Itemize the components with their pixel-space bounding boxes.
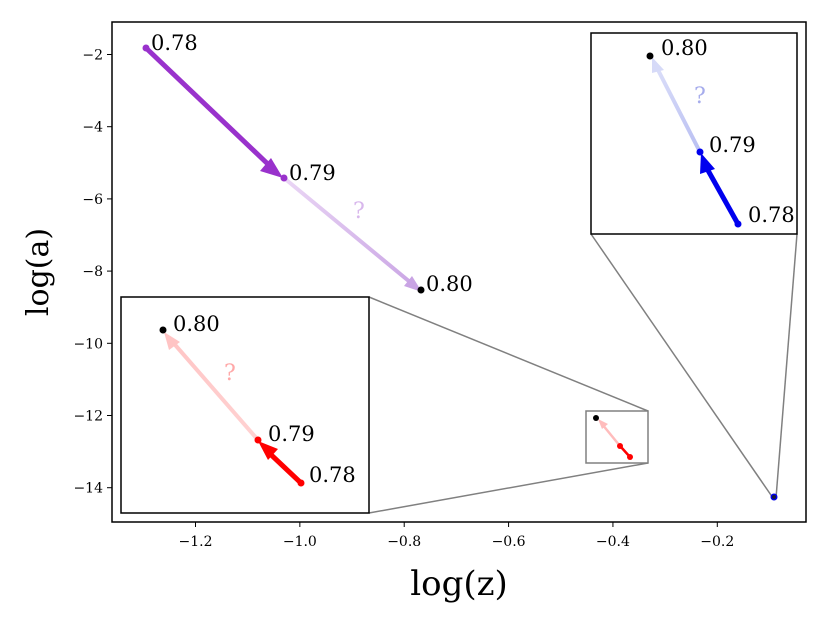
y-tick-label: −4 bbox=[82, 120, 103, 136]
point-label: 0.80 bbox=[661, 36, 708, 60]
series-purple: 0.78 0.79 0.80 ? bbox=[142, 31, 473, 296]
inset-frame bbox=[590, 32, 798, 235]
data-point bbox=[254, 436, 262, 444]
y-tick-label: −12 bbox=[73, 409, 103, 425]
zoom-region-red bbox=[585, 410, 649, 464]
series-red-main bbox=[593, 415, 633, 460]
question-mark: ? bbox=[224, 361, 236, 386]
data-point bbox=[142, 44, 150, 52]
x-tick-label: −0.4 bbox=[596, 534, 630, 550]
point-label: 0.78 bbox=[748, 203, 795, 227]
question-mark: ? bbox=[694, 84, 706, 109]
point-label: 0.79 bbox=[709, 133, 756, 157]
data-point bbox=[593, 415, 599, 421]
y-tick-label: −10 bbox=[73, 336, 103, 352]
arrow-head bbox=[164, 332, 180, 350]
data-point bbox=[617, 443, 623, 449]
x-tick-label: −0.8 bbox=[387, 534, 421, 550]
arrow-head bbox=[652, 57, 664, 73]
x-tick-label: −0.2 bbox=[700, 534, 734, 550]
point-label: 0.79 bbox=[268, 422, 315, 446]
point-label: 0.78 bbox=[151, 31, 198, 55]
x-tick-label: −1.2 bbox=[178, 534, 212, 550]
trajectory-segment-faded bbox=[601, 423, 621, 447]
y-axis-title: log(a) bbox=[21, 228, 56, 316]
inset-blue: 0.78 0.79 0.80 ? bbox=[590, 32, 798, 235]
trajectory-segment-faded bbox=[168, 337, 260, 442]
point-label: 0.80 bbox=[173, 312, 220, 336]
arrow-head bbox=[598, 419, 608, 429]
data-point bbox=[297, 479, 305, 487]
trajectory-segment-faded bbox=[282, 176, 418, 289]
x-tick-label: −1.0 bbox=[283, 534, 317, 550]
data-point bbox=[417, 286, 425, 294]
trajectory-segment-faded bbox=[654, 65, 702, 153]
y-axis-ticks: −2 −4 −6 −8 −10 −12 −14 bbox=[73, 47, 112, 497]
arrow-head bbox=[258, 441, 278, 460]
zoom-connector-line bbox=[368, 296, 649, 412]
data-point bbox=[646, 52, 654, 60]
y-tick-label: −2 bbox=[82, 47, 103, 63]
data-point bbox=[280, 174, 288, 182]
point-label: 0.79 bbox=[289, 161, 336, 185]
point-label: 0.78 bbox=[309, 463, 356, 487]
x-axis-title: log(z) bbox=[410, 564, 508, 604]
question-mark: ? bbox=[353, 199, 365, 224]
y-tick-label: −6 bbox=[82, 192, 103, 208]
series-blue-main bbox=[770, 493, 778, 501]
data-point bbox=[627, 454, 633, 460]
plot-frame bbox=[111, 21, 807, 523]
arrow-head bbox=[260, 158, 283, 178]
inset-red: 0.78 0.79 0.80 ? bbox=[120, 296, 370, 514]
trajectory-segment bbox=[144, 46, 274, 170]
y-tick-label: −8 bbox=[82, 264, 103, 280]
arrow-head bbox=[700, 153, 715, 174]
data-point bbox=[772, 495, 776, 499]
trajectory-segment bbox=[702, 163, 741, 226]
y-tick-label: −14 bbox=[73, 481, 103, 497]
data-point bbox=[734, 220, 742, 228]
zoom-connector-line bbox=[590, 233, 774, 499]
point-label: 0.80 bbox=[426, 272, 473, 296]
data-point bbox=[696, 148, 704, 156]
zoom-connector-line bbox=[368, 462, 649, 514]
zoom-connector-line bbox=[775, 233, 798, 499]
arrow-head bbox=[404, 276, 422, 292]
x-tick-label: −0.6 bbox=[492, 534, 526, 550]
data-point bbox=[159, 326, 167, 334]
x-axis-ticks: −1.2 −1.0 −0.8 −0.6 −0.4 −0.2 bbox=[178, 522, 734, 550]
